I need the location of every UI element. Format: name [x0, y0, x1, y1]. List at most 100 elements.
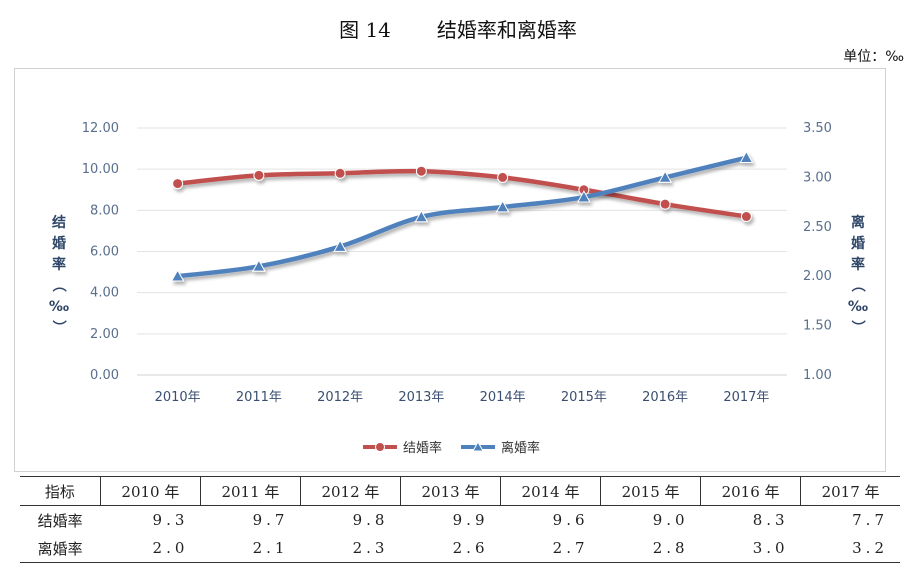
table-row-label: 离婚率 — [20, 534, 101, 563]
table-cell: 3.0 — [700, 534, 801, 563]
left-axis-title: ） — [50, 320, 66, 334]
line-chart: 0.00 2.00 4.00 6.00 8.00 10.00 12.00 1.00 1.50 2… — [49, 121, 868, 456]
series-divorce — [170, 150, 754, 282]
table-cell: 2.7 — [500, 534, 601, 563]
right-tick-label: 1.00 — [803, 368, 832, 383]
data-point — [739, 150, 754, 163]
right-tick-label: 3.50 — [803, 121, 832, 136]
table-cell: 9.9 — [452, 511, 489, 529]
table-cell: 9.0 — [652, 511, 689, 529]
data-point — [414, 209, 429, 223]
legend: 结婚率 离婚率 — [363, 440, 540, 456]
table-header-year: 2017 年 — [800, 476, 900, 506]
right-tick-label: 2.00 — [803, 269, 832, 284]
table-cell: 3.2 — [800, 534, 900, 563]
left-tick-label: 0.00 — [90, 368, 119, 383]
table-cell: 7.7 — [852, 511, 888, 529]
table-cell: 2.6 — [400, 534, 501, 563]
legend-marker — [375, 442, 385, 452]
table-cell: 9.8 — [352, 511, 389, 529]
right-axis-title: ） — [849, 320, 865, 334]
unit-label: 单位：‰ — [843, 49, 904, 65]
data-point — [740, 211, 752, 223]
right-tick-label: 2.50 — [803, 220, 832, 235]
figure-title: 图 14 结婚率和离婚率 — [0, 14, 916, 43]
data-point — [253, 169, 265, 181]
table-header-year: 2012 年 — [299, 476, 401, 506]
left-tick-label: 8.00 — [90, 203, 119, 218]
table-header-year: 2011 年 — [199, 476, 301, 506]
data-point — [333, 239, 347, 252]
x-tick-label: 2011年 — [236, 390, 282, 405]
data-point — [497, 171, 509, 183]
x-tick-label: 2016年 — [642, 390, 688, 405]
right-axis-title: ‰ — [848, 299, 868, 315]
left-axis-title: 结 — [52, 214, 66, 231]
data-point — [172, 178, 184, 190]
left-axis-title: ‰ — [49, 299, 69, 315]
legend-label: 结婚率 — [403, 440, 442, 456]
data-table: 指标 2010 年 2011 年 2012 年 2013 年 2014 年 2015 年 20… — [20, 476, 900, 563]
right-axis-title: 率 — [851, 256, 865, 273]
table-header-indicator: 指标 — [20, 476, 101, 506]
series-line — [175, 168, 749, 219]
series-group — [170, 150, 754, 282]
series-marriage — [172, 165, 752, 223]
legend-label: 离婚率 — [501, 440, 540, 456]
data-point — [415, 165, 427, 177]
table-cell: 2.0 — [100, 534, 201, 563]
figure-title-text: 结婚率和离婚率 — [436, 18, 577, 42]
data-point — [658, 170, 672, 183]
table-cell: 2.8 — [600, 534, 701, 563]
figure-number: 图 14 — [339, 18, 391, 42]
x-tick-label: 2010年 — [155, 390, 201, 405]
right-axis-title: 离 — [851, 214, 865, 231]
series-line — [175, 155, 749, 279]
data-point — [334, 167, 346, 179]
left-tick-label: 10.00 — [82, 162, 119, 177]
right-axis-title: 婚 — [851, 235, 865, 252]
x-tick-label: 2013年 — [398, 390, 444, 405]
chart-container: 0.00 2.00 4.00 6.00 8.00 10.00 12.00 1.00 1.50 2… — [14, 68, 886, 472]
table-row: 离婚率 2.0 2.1 2.3 2.6 2.7 2.8 3.0 3.2 — [20, 534, 900, 563]
left-axis: 0.00 2.00 4.00 6.00 8.00 10.00 12.00 — [82, 121, 119, 383]
table-cell: 2.3 — [300, 534, 401, 563]
left-tick-label: 6.00 — [90, 245, 119, 260]
data-point — [495, 200, 510, 213]
axis-titles: 结婚率（‰）离婚率（‰） — [49, 214, 868, 334]
right-tick-label: 1.50 — [803, 319, 832, 334]
table-header-year: 2014 年 — [499, 476, 601, 506]
right-tick-label: 3.00 — [803, 170, 832, 185]
left-tick-label: 12.00 — [82, 121, 119, 136]
table-header-year: 2015 年 — [600, 476, 701, 506]
table-cell: 8.3 — [752, 511, 789, 529]
left-axis-title: （ — [50, 278, 66, 292]
table-header-year: 2016 年 — [700, 476, 801, 506]
right-axis: 1.00 1.50 2.00 2.50 3.00 3.50 — [803, 121, 832, 383]
table-cell: 9.3 — [152, 511, 189, 529]
data-point — [252, 259, 266, 272]
table-cell: 2.1 — [200, 534, 301, 563]
data-point — [577, 190, 591, 203]
grid-lines — [137, 127, 787, 376]
x-tick-label: 2017年 — [723, 390, 769, 405]
table-row: 结婚率 9.3 9.7 9.8 9.9 9.6 9.0 8.3 7.7 — [20, 506, 900, 535]
x-axis: 2010年 2011年 2012年 2013年 2014年 2015年 2016年 2017年 — [137, 374, 787, 405]
table-header-row: 指标 2010 年 2011 年 2012 年 2013 年 2014 年 2015 年 20… — [20, 476, 900, 506]
x-tick-label: 2015年 — [561, 390, 607, 405]
left-axis-title: 率 — [52, 256, 66, 273]
left-tick-label: 2.00 — [90, 327, 119, 342]
table-cell: 9.6 — [552, 511, 589, 529]
data-point — [170, 269, 185, 282]
left-tick-label: 4.00 — [90, 286, 119, 301]
legend-marker — [472, 440, 484, 452]
table-header-year: 2013 年 — [399, 476, 501, 506]
x-tick-label: 2012年 — [317, 390, 363, 405]
table-row-label: 结婚率 — [37, 511, 83, 530]
left-axis-title: 婚 — [52, 235, 66, 252]
table-header-year: 2010 年 — [99, 476, 201, 506]
x-tick-label: 2014年 — [480, 390, 526, 405]
right-axis-title: （ — [849, 278, 865, 292]
data-point — [659, 198, 671, 210]
table-cell: 9.7 — [252, 511, 289, 529]
